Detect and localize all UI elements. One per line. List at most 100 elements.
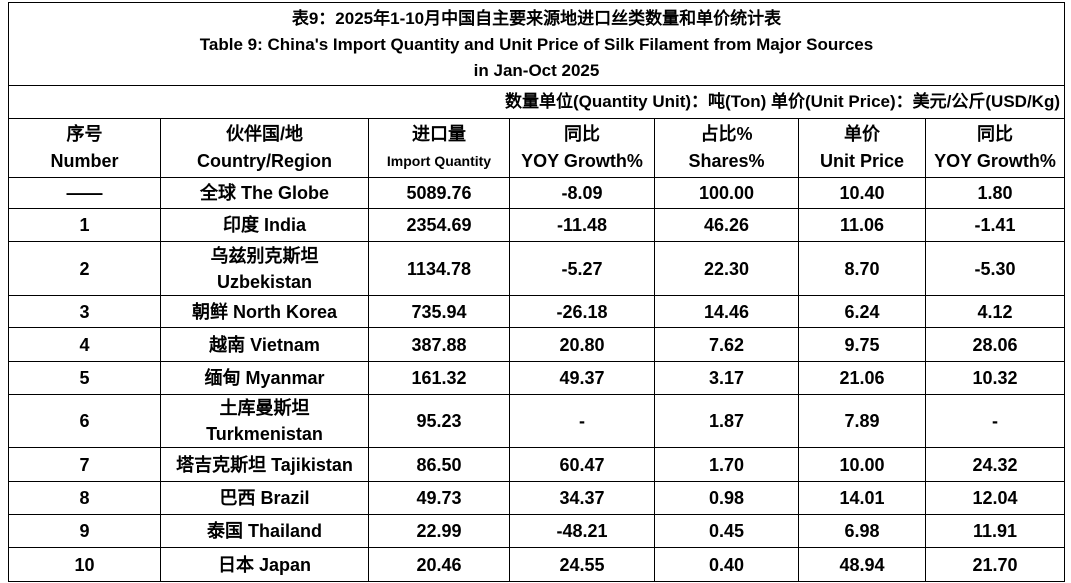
header-cell: 伙伴国/地 Country/Region <box>160 118 369 178</box>
cell: 21.70 <box>925 547 1065 582</box>
cell: 3.17 <box>654 361 799 395</box>
header-cell: 同比 YOY Growth% <box>925 118 1065 178</box>
data-row: 7 塔吉克斯坦 Tajikistan 86.50 60.47 1.70 10.00 24.3… <box>8 447 1065 482</box>
cell: -48.21 <box>509 514 655 548</box>
header-cell: 进口量 Import Quantity <box>368 118 510 178</box>
cell: 2354.69 <box>368 208 510 242</box>
cell: 20.80 <box>509 327 655 362</box>
cell: -1.41 <box>925 208 1065 242</box>
header-zh: 占比% <box>700 124 753 144</box>
cell: 印度 India <box>160 208 369 242</box>
header-zh: 进口量 <box>412 124 466 144</box>
cell: 1.87 <box>654 394 799 448</box>
cell: -11.48 <box>509 208 655 242</box>
cell: 4.12 <box>925 295 1065 328</box>
cell: 387.88 <box>368 327 510 362</box>
header-en: Number <box>50 151 119 171</box>
cell: 塔吉克斯坦 Tajikistan <box>160 447 369 482</box>
data-table: 表9：2025年1-10月中国自主要来源地进口丝类数量和单价统计表 Table 9… <box>8 2 1065 582</box>
cell: 4 <box>8 327 161 362</box>
cell: 48.94 <box>798 547 926 582</box>
cell: 10.32 <box>925 361 1065 395</box>
cell: 1134.78 <box>368 241 510 296</box>
header-cell: 占比% Shares% <box>654 118 799 178</box>
cell: 8.70 <box>798 241 926 296</box>
cell: -8.09 <box>509 177 655 209</box>
title-row: 表9：2025年1-10月中国自主要来源地进口丝类数量和单价统计表 Table 9… <box>8 2 1065 86</box>
data-row: 6 土库曼斯坦 Turkmenistan 95.23-1.87 7.89- <box>8 394 1065 448</box>
header-cell: 同比 YOY Growth% <box>509 118 655 178</box>
cell: 22.99 <box>368 514 510 548</box>
header-zh: 同比 <box>977 124 1013 144</box>
cell: 22.30 <box>654 241 799 296</box>
header-en: Unit Price <box>819 151 905 171</box>
cell: 46.26 <box>654 208 799 242</box>
cell: 11.91 <box>925 514 1065 548</box>
cell: 2 <box>8 241 161 296</box>
cell: 10.00 <box>798 447 926 482</box>
cell: -5.27 <box>509 241 655 296</box>
cell: 0.40 <box>654 547 799 582</box>
cell: 日本 Japan <box>160 547 369 582</box>
header-zh: 同比 <box>564 124 600 144</box>
cell: 0.45 <box>654 514 799 548</box>
header-en: YOY Growth% <box>934 151 1056 171</box>
cell: 20.46 <box>368 547 510 582</box>
data-row: 10 日本 Japan 20.46 24.55 0.40 48.94 21.70 <box>8 547 1065 582</box>
cell: 7.62 <box>654 327 799 362</box>
cell: 86.50 <box>368 447 510 482</box>
header-zh: 单价 <box>844 124 880 144</box>
title-cell: 表9：2025年1-10月中国自主要来源地进口丝类数量和单价统计表 Table 9… <box>8 2 1065 86</box>
cell: 24.55 <box>509 547 655 582</box>
data-row: 2 乌兹别克斯坦 Uzbekistan 1134.78 -5.27 22.30 8.70-… <box>8 241 1065 296</box>
cell: 11.06 <box>798 208 926 242</box>
cell: 7 <box>8 447 161 482</box>
table-body: 表9：2025年1-10月中国自主要来源地进口丝类数量和单价统计表 Table 9… <box>8 2 1065 582</box>
cell: 缅甸 Myanmar <box>160 361 369 395</box>
cell: 3 <box>8 295 161 328</box>
data-row: 4 越南 Vietnam 387.88 20.80 7.62 9.75 28.06 <box>8 327 1065 362</box>
cell: 6 <box>8 394 161 448</box>
data-row: 1 印度 India 2354.69 -11.48 46.26 11.06 -1.41 <box>8 208 1065 242</box>
cell: 100.00 <box>654 177 799 209</box>
cell: 60.47 <box>509 447 655 482</box>
cell: 乌兹别克斯坦 Uzbekistan <box>160 241 369 296</box>
cell: 14.01 <box>798 481 926 515</box>
cell: 10 <box>8 547 161 582</box>
cell: 5089.76 <box>368 177 510 209</box>
cell: 泰国 Thailand <box>160 514 369 548</box>
header-en: Shares% <box>688 151 765 171</box>
cell: 7.89 <box>798 394 926 448</box>
units-row: 数量单位(Quantity Unit)：吨(Ton) 单价(Unit Price… <box>8 85 1065 119</box>
cell: 12.04 <box>925 481 1065 515</box>
data-row: 3 朝鲜 North Korea 735.94 -26.18 14.46 6.24 4.12 <box>8 295 1065 328</box>
cell: -5.30 <box>925 241 1065 296</box>
header-zh: 序号 <box>66 124 103 144</box>
data-row: 9 泰国 Thailand 22.99 -48.21 0.45 6.98 11.91 <box>8 514 1065 548</box>
cell: 1.80 <box>925 177 1065 209</box>
header-cell: 单价 Unit Price <box>798 118 926 178</box>
cell: 0.98 <box>654 481 799 515</box>
cell: 朝鲜 North Korea <box>160 295 369 328</box>
cell: 95.23 <box>368 394 510 448</box>
cell: 9.75 <box>798 327 926 362</box>
title-en: Table 9: China's Import Quantity and Uni… <box>199 35 874 80</box>
cell: 49.37 <box>509 361 655 395</box>
cell: 10.40 <box>798 177 926 209</box>
cell: 34.37 <box>509 481 655 515</box>
cell: 土库曼斯坦 Turkmenistan <box>160 394 369 448</box>
cell: 28.06 <box>925 327 1065 362</box>
cell: 24.32 <box>925 447 1065 482</box>
cell: 49.73 <box>368 481 510 515</box>
cell: - <box>509 394 655 448</box>
cell: 越南 Vietnam <box>160 327 369 362</box>
data-row: —— 全球 The Globe 5089.76 -8.09 100.00 10.40 1.8… <box>8 177 1065 209</box>
cell: 1.70 <box>654 447 799 482</box>
header-row: 序号 Number 伙伴国/地 Country/Region 进口量 Import Qua… <box>8 118 1065 178</box>
cell: 1 <box>8 208 161 242</box>
cell: —— <box>8 177 161 209</box>
cell: -26.18 <box>509 295 655 328</box>
header-en: Country/Region <box>197 151 332 171</box>
cell: 6.98 <box>798 514 926 548</box>
